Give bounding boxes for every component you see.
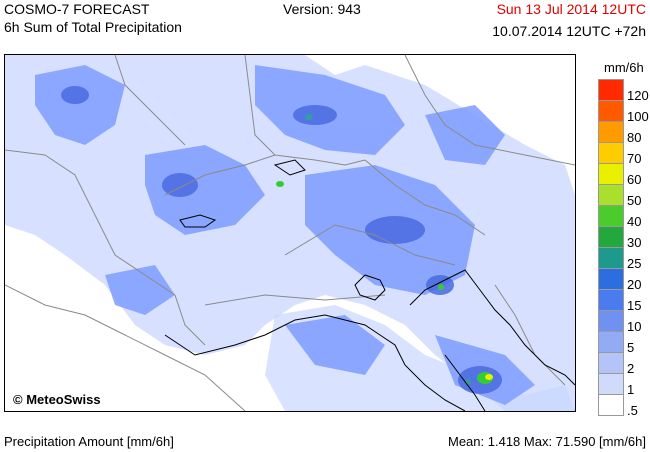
- legend-label: .5: [627, 403, 638, 418]
- legend-swatch: [598, 164, 624, 185]
- precip-intense-cells: [276, 114, 493, 385]
- forecast-subtitle: 6h Sum of Total Precipitation: [4, 19, 182, 35]
- legend-swatch: [598, 185, 624, 206]
- model-version: Version: 943: [283, 1, 361, 17]
- legend-swatch: [598, 395, 624, 416]
- precipitation-map: © MeteoSwiss: [4, 54, 576, 412]
- valid-date: Sun 13 Jul 2014 12UTC: [496, 1, 646, 17]
- map-canvas: [5, 55, 575, 411]
- legend-swatch: [598, 269, 624, 290]
- legend-swatch: [598, 206, 624, 227]
- legend-label: 60: [627, 172, 642, 187]
- legend-label: 50: [627, 193, 642, 208]
- legend-swatches: [598, 79, 624, 416]
- footer-amount-label: Precipitation Amount [mm/6h]: [4, 434, 174, 449]
- legend-swatch: [598, 311, 624, 332]
- run-info: 10.07.2014 12UTC +72h: [492, 23, 646, 39]
- legend-swatch: [598, 248, 624, 269]
- legend-swatch: [598, 101, 624, 122]
- legend-swatch: [598, 290, 624, 311]
- legend-label: 2: [627, 361, 635, 376]
- legend-label: 70: [627, 151, 642, 166]
- legend-label: 120: [627, 88, 649, 103]
- footer-stats: Mean: 1.418 Max: 71.590 [mm/6h]: [448, 434, 646, 449]
- copyright-label: © MeteoSwiss: [10, 392, 104, 407]
- legend-swatch: [598, 374, 624, 395]
- legend-label: 80: [627, 130, 642, 145]
- legend-swatch: [598, 79, 624, 101]
- legend-label: 30: [627, 235, 642, 250]
- legend-swatch: [598, 353, 624, 374]
- legend-unit: mm/6h: [604, 60, 644, 75]
- legend-label: 25: [627, 256, 642, 271]
- legend-label: 10: [627, 319, 642, 334]
- country-borders: [5, 55, 575, 411]
- legend-label: 40: [627, 214, 642, 229]
- legend-label: 100: [627, 109, 649, 124]
- legend-swatch: [598, 122, 624, 143]
- coastlines: [164, 159, 575, 411]
- legend-swatch: [598, 332, 624, 353]
- legend-label: 20: [627, 277, 642, 292]
- legend-label: 5: [627, 340, 635, 355]
- legend-swatch: [598, 143, 624, 164]
- legend-swatch: [598, 227, 624, 248]
- forecast-title: COSMO-7 FORECAST: [4, 1, 150, 17]
- legend-label: 1: [627, 382, 635, 397]
- legend-label: 15: [627, 298, 642, 313]
